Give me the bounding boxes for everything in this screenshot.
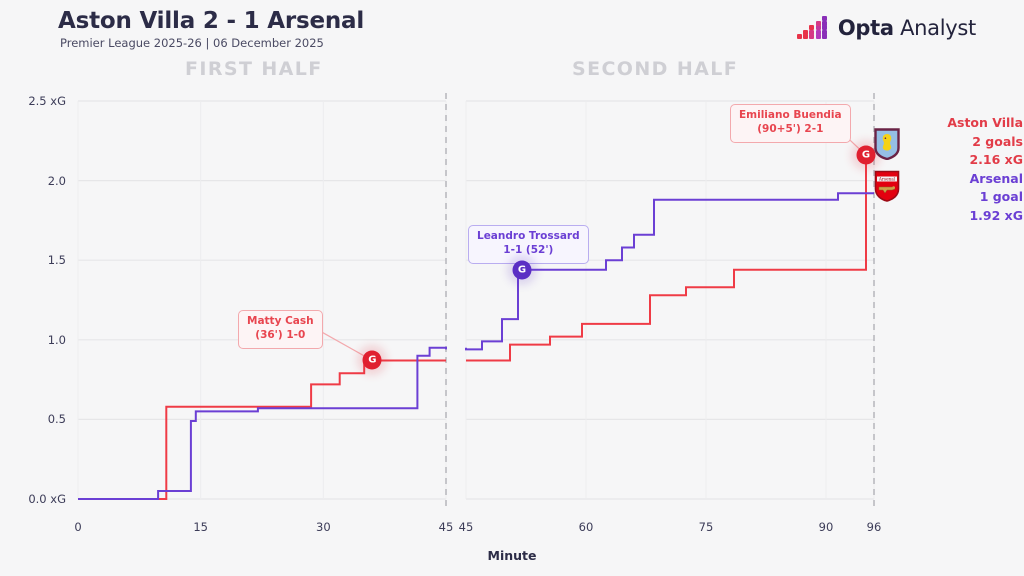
- legend-arsenal-xg: 1.92 xG: [969, 207, 1023, 223]
- arsenal-badge-icon: Arsenal: [874, 170, 900, 202]
- x-tick-p2-90: 90: [818, 520, 834, 534]
- logo-pixel: [809, 25, 815, 31]
- logo-pixel: [822, 29, 828, 35]
- x-tick-p2-96: 96: [866, 520, 882, 534]
- logo-pixel: [809, 34, 815, 40]
- x-tick-p1-30: 30: [316, 520, 331, 534]
- y-tick-2-5: 2.5 xG: [28, 94, 66, 108]
- opta-analyst-logo: Opta Analyst: [796, 16, 976, 40]
- annotation-score-minute: 1-1 (52'): [503, 243, 554, 256]
- opta-bold-text: Opta: [837, 16, 894, 40]
- x-tick-p1-15: 15: [193, 520, 208, 534]
- y-tick-0: 0.0 xG: [28, 492, 66, 506]
- opta-wordmark: Opta Analyst: [838, 16, 976, 40]
- x-tick-p2-45: 45: [458, 520, 474, 534]
- goal-annotation-emiliano-buendia: Emiliano Buendia (90+5') 2-1: [730, 104, 851, 143]
- logo-pixel: [803, 34, 809, 40]
- annotation-player-name: Emiliano Buendia: [739, 109, 842, 121]
- annotation-player-name: Matty Cash: [247, 315, 314, 327]
- logo-pixel: [815, 34, 821, 40]
- goal-marker-emiliano-buendia[interactable]: G: [856, 145, 876, 165]
- second-half-title: SECOND HALF: [572, 58, 739, 80]
- y-tick-1-5: 1.5: [47, 253, 66, 268]
- annotation-score-minute: (90+5') 2-1: [757, 122, 824, 135]
- x-tick-p2-60: 60: [578, 520, 594, 534]
- logo-pixel: [822, 20, 828, 26]
- legend: Aston Villa 2 goals 2.16 xG Arsenal 1 go…: [905, 114, 1023, 225]
- goal-annotation-matty-cash: Matty Cash (36') 1-0: [238, 310, 323, 349]
- annotation-player-name: Leandro Trossard: [477, 230, 580, 242]
- annotation-score-minute: (36') 1-0: [255, 328, 306, 341]
- y-tick-2: 2.0: [47, 173, 66, 188]
- aston-villa-badge-icon: [874, 128, 900, 160]
- legend-villa-xg: 2.16 xG: [969, 152, 1023, 167]
- x-tick-p2-75: 75: [698, 520, 714, 534]
- x-axis-title: Minute: [487, 548, 537, 563]
- legend-villa-name: Aston Villa: [947, 115, 1023, 130]
- first-half-title: FIRST HALF: [185, 58, 323, 80]
- logo-pixel: [822, 16, 828, 21]
- logo-pixel: [796, 34, 802, 40]
- logo-pixel: [822, 25, 828, 31]
- x-tick-p1-0: 0: [74, 520, 82, 534]
- page-subtitle: Premier League 2025-26 | 06 December 202…: [60, 36, 324, 50]
- y-tick-1: 1.0: [47, 332, 66, 347]
- legend-arsenal-goals: 1 goal: [979, 189, 1023, 204]
- logo-pixel: [822, 34, 828, 40]
- goal-annotation-leandro-trossard: Leandro Trossard 1-1 (52'): [468, 225, 589, 264]
- goal-marker-matty-cash[interactable]: G: [362, 350, 382, 370]
- opta-pixel-mark-icon: [796, 16, 831, 40]
- logo-pixel: [803, 29, 809, 35]
- legend-arsenal-name: Arsenal: [969, 170, 1023, 186]
- analyst-thin-text: Analyst: [893, 16, 976, 40]
- page-title: Aston Villa 2 - 1 Arsenal: [58, 8, 365, 34]
- logo-pixel: [809, 29, 815, 35]
- y-tick-0-5: 0.5: [47, 412, 66, 427]
- logo-pixel: [815, 25, 821, 31]
- logo-pixel: [815, 20, 821, 26]
- logo-pixel: [815, 29, 821, 35]
- goal-marker-leandro-trossard[interactable]: G: [512, 260, 532, 280]
- svg-text:Arsenal: Arsenal: [878, 177, 896, 182]
- legend-villa-goals: 2 goals: [972, 133, 1023, 149]
- x-tick-p1-45: 45: [438, 520, 454, 534]
